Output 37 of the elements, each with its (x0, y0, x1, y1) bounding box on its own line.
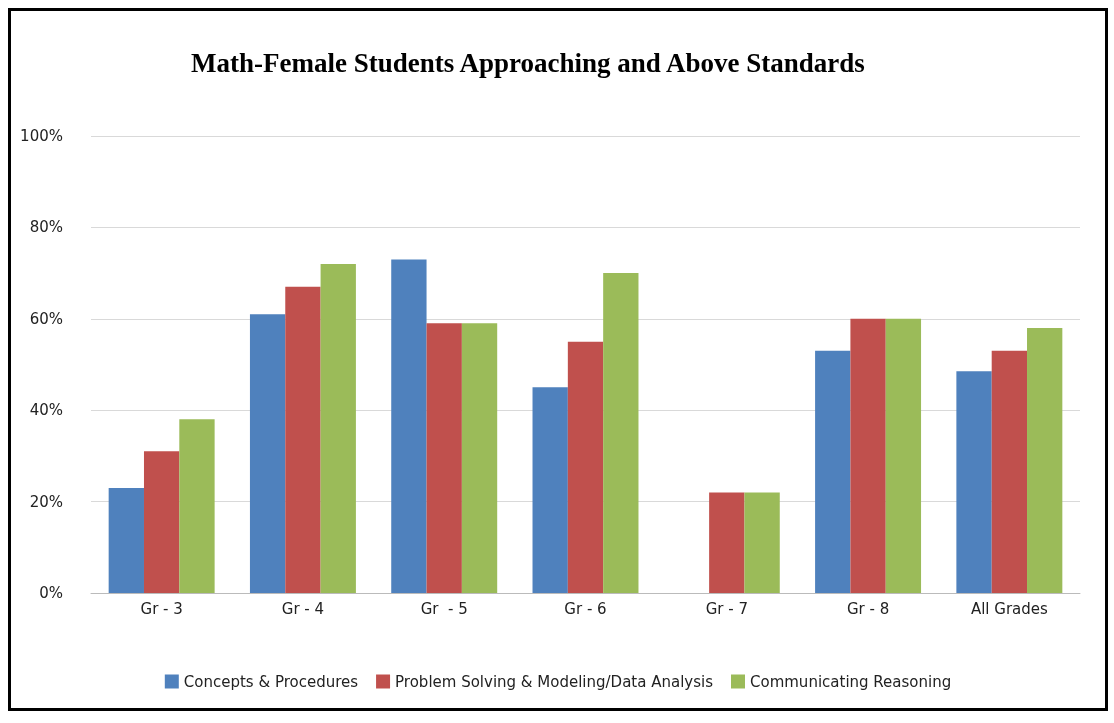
x-tick-label: Gr - 3 (140, 599, 183, 618)
y-tick-label: 0% (39, 584, 63, 602)
bar (532, 387, 568, 593)
y-tick-label: 60% (29, 309, 63, 328)
bar (426, 323, 462, 593)
bar (1027, 327, 1063, 593)
y-tick-label: 100% (20, 127, 63, 145)
y-tick-label: 80% (29, 218, 63, 237)
bar (567, 341, 604, 593)
legend-label: Problem Solving & Modeling/Data Analysis (395, 672, 714, 691)
bar (320, 263, 356, 593)
bar (249, 314, 286, 593)
bar (461, 323, 498, 593)
legend-label: Communicating Reasoning (750, 672, 952, 691)
y-tick-label: 40% (29, 401, 63, 420)
bar (815, 350, 851, 593)
bar (179, 419, 215, 593)
bar (143, 451, 180, 593)
bar (285, 286, 321, 593)
x-tick-label: Gr - 7 (705, 599, 748, 618)
bar (956, 371, 992, 593)
bar (744, 492, 780, 593)
x-tick-label: Gr - 8 (846, 599, 890, 618)
x-tick-label: Gr - 6 (564, 599, 607, 618)
chart-title: Math-Female Students Approaching and Above Standards (191, 48, 865, 78)
x-tick-label: All Grades (970, 599, 1048, 618)
x-tick-label: Gr - 5 (420, 599, 468, 618)
bar (391, 259, 427, 593)
bar (108, 487, 144, 593)
bar (885, 318, 922, 593)
legend-label: Concepts & Procedures (183, 672, 359, 691)
bar (603, 273, 639, 593)
bar (850, 318, 886, 593)
x-tick-label: Gr - 4 (281, 599, 325, 618)
bar (709, 492, 745, 593)
y-tick-label: 20% (29, 492, 63, 511)
bar (991, 350, 1028, 593)
